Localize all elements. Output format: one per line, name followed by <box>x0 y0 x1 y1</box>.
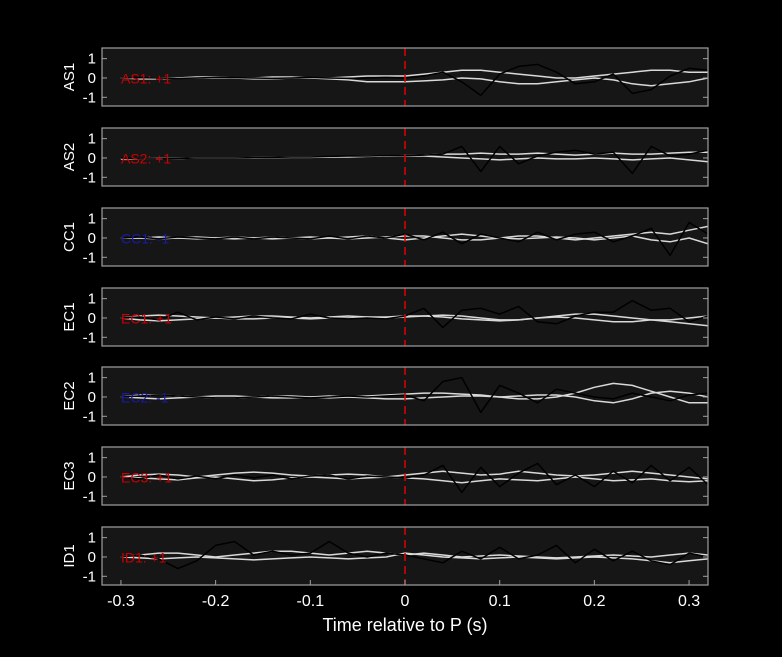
y-tick-label: -1 <box>83 488 96 505</box>
x-tick-label: 0.1 <box>489 593 511 610</box>
plot-frame <box>101 446 709 506</box>
annotation: EC2: -1 <box>121 390 169 406</box>
y-tick-label: 0 <box>88 150 96 167</box>
trace <box>120 476 708 484</box>
y-tick-label: 1 <box>88 131 96 148</box>
y-axis-label: ID1 <box>61 544 78 567</box>
x-tick-label: 0 <box>401 593 410 610</box>
x-tick-label: 0.3 <box>678 593 700 610</box>
plot-frame <box>101 47 709 107</box>
y-tick-label: 0 <box>88 230 96 247</box>
y-axis-label: CC1 <box>61 222 78 252</box>
y-tick-label: 1 <box>88 530 96 547</box>
y-tick-label: 0 <box>88 549 96 566</box>
y-tick-label: -1 <box>83 568 96 585</box>
y-axis-label: EC2 <box>61 381 78 410</box>
y-tick-label: 0 <box>88 389 96 406</box>
trace <box>120 376 708 414</box>
annotation: AS2: +1 <box>121 151 171 167</box>
y-axis-label: EC1 <box>61 302 78 331</box>
trace <box>120 540 708 570</box>
annotation: CC1: -1 <box>121 231 169 247</box>
y-tick-label: 0 <box>88 70 96 87</box>
x-tick-label: -0.3 <box>107 593 135 610</box>
trace <box>120 552 708 564</box>
y-tick-label: 1 <box>88 450 96 467</box>
annotation: EC1: +1 <box>121 311 172 327</box>
x-tick-label: -0.1 <box>297 593 325 610</box>
annotation: ID1: +1 <box>121 550 167 566</box>
y-axis-label: EC3 <box>61 461 78 490</box>
plot-frame <box>101 287 709 347</box>
plot-frame <box>101 366 709 426</box>
y-tick-label: -1 <box>83 329 96 346</box>
plot-frame <box>101 127 709 187</box>
annotation: EC3: +1 <box>121 470 172 486</box>
trace <box>120 315 708 327</box>
x-tick-label: -0.2 <box>202 593 230 610</box>
y-tick-label: -1 <box>83 249 96 266</box>
trace <box>120 221 708 257</box>
y-tick-label: 1 <box>88 211 96 228</box>
trace <box>120 299 708 329</box>
y-tick-label: -1 <box>83 408 96 425</box>
y-axis-label: AS2 <box>61 143 78 171</box>
y-tick-label: 0 <box>88 310 96 327</box>
trace <box>120 63 708 97</box>
y-tick-label: 1 <box>88 291 96 308</box>
y-axis-label: AS1 <box>61 63 78 91</box>
y-tick-label: -1 <box>83 169 96 186</box>
y-tick-label: -1 <box>83 89 96 106</box>
annotation: AS1: +1 <box>121 71 171 87</box>
x-tick-label: 0.2 <box>583 593 605 610</box>
trace <box>120 145 708 175</box>
plot-frame <box>101 207 709 267</box>
trace <box>120 462 708 494</box>
y-tick-label: 1 <box>88 370 96 387</box>
y-tick-label: 0 <box>88 469 96 486</box>
y-tick-label: 1 <box>88 51 96 68</box>
x-axis-label: Time relative to P (s) <box>322 615 487 635</box>
